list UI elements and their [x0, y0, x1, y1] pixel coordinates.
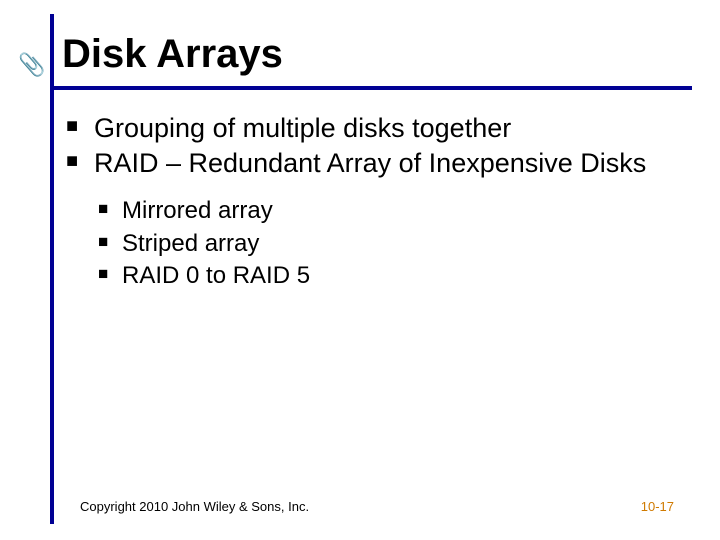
footer-copyright: Copyright 2010 John Wiley & Sons, Inc.	[80, 499, 309, 514]
bullet-lvl2: ■ RAID 0 to RAID 5	[98, 261, 690, 292]
clip-icon: 📎	[18, 54, 45, 76]
slide: 📎 Disk Arrays ■ Grouping of multiple dis…	[0, 0, 720, 540]
square-bullet-icon: ■	[66, 114, 78, 138]
bullet-lvl2: ■ Mirrored array	[98, 196, 690, 227]
slide-title: Disk Arrays	[62, 32, 283, 77]
footer-page-number: 10-17	[641, 499, 674, 514]
square-bullet-icon: ■	[98, 198, 108, 220]
square-bullet-icon: ■	[98, 231, 108, 253]
vertical-rule	[50, 14, 54, 524]
content-area: ■ Grouping of multiple disks together ■ …	[66, 112, 690, 294]
bullet-text: RAID – Redundant Array of Inexpensive Di…	[94, 148, 646, 178]
bullet-text: Grouping of multiple disks together	[94, 113, 511, 143]
sub-bullets: ■ Mirrored array ■ Striped array ■ RAID …	[98, 196, 690, 292]
square-bullet-icon: ■	[98, 263, 108, 285]
bullet-lvl2: ■ Striped array	[98, 229, 690, 260]
square-bullet-icon: ■	[66, 149, 78, 173]
bullet-text: RAID 0 to RAID 5	[122, 262, 310, 289]
bullet-text: Striped array	[122, 230, 259, 257]
bullet-lvl1: ■ RAID – Redundant Array of Inexpensive …	[66, 147, 690, 180]
bullet-text: Mirrored array	[122, 197, 273, 224]
bullet-lvl1: ■ Grouping of multiple disks together	[66, 112, 690, 145]
horizontal-rule	[54, 86, 692, 90]
